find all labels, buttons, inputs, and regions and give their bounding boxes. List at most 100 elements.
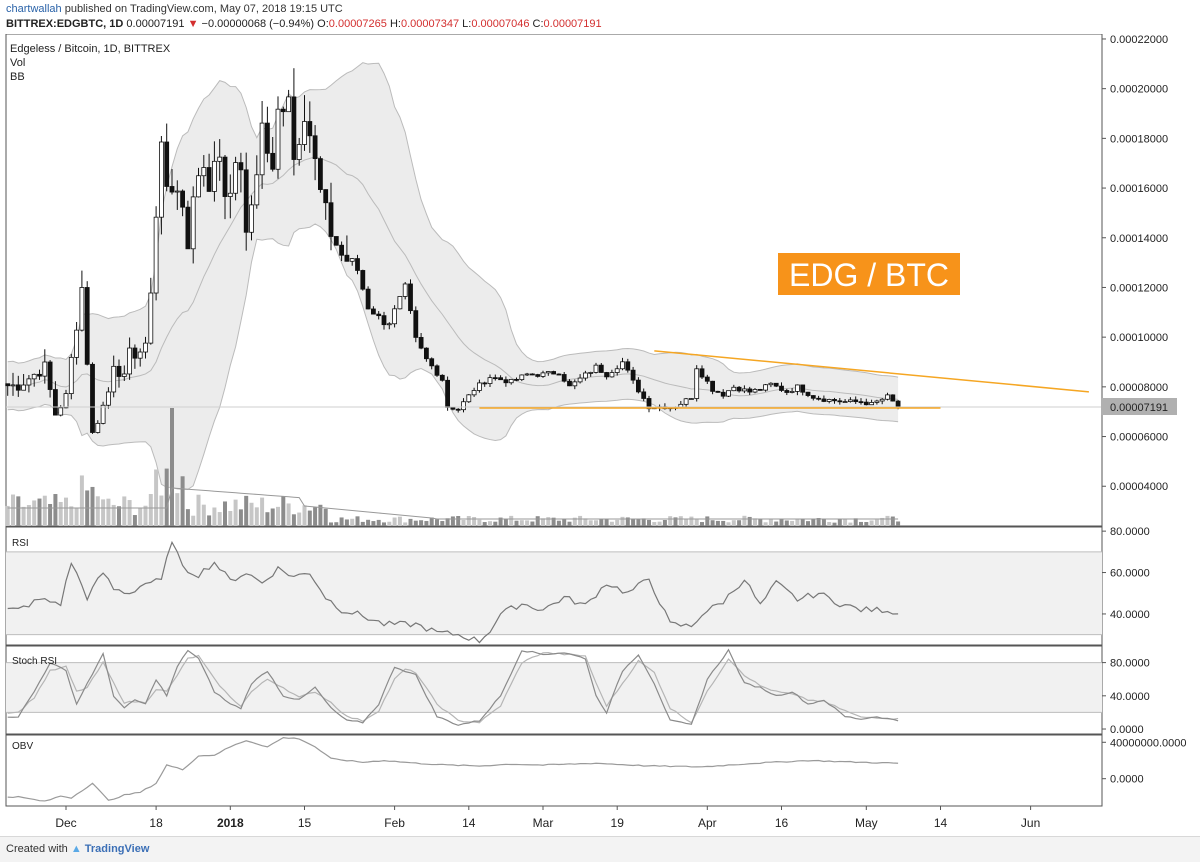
- volume-bar: [567, 521, 572, 526]
- time-tick-label[interactable]: 14: [934, 816, 948, 830]
- candle: [789, 388, 795, 394]
- y-tick-label[interactable]: 0.00006000: [1110, 432, 1168, 444]
- candle-body: [471, 390, 477, 396]
- candle: [222, 154, 228, 220]
- y-tick-label[interactable]: 0.00012000: [1110, 282, 1168, 294]
- y-tick-label[interactable]: 0.00016000: [1110, 183, 1168, 195]
- time-axis[interactable]: Dec 18 2018 15 Feb 14 Mar 19 Apr 16 May 14 Jun: [6, 805, 1102, 830]
- trendline-upper-resistance[interactable]: [654, 350, 1089, 393]
- volume-bar: [344, 519, 349, 526]
- y-tick-label[interactable]: 40.0000: [1110, 609, 1150, 621]
- volume-bar: [265, 512, 270, 526]
- candle: [174, 180, 180, 210]
- volume-bar: [238, 509, 243, 526]
- y-tick-label[interactable]: 40000000.0000: [1110, 737, 1186, 749]
- volume-bar: [562, 518, 567, 526]
- rsi-line: [7, 540, 899, 644]
- y-tick-label[interactable]: 80.0000: [1110, 526, 1150, 538]
- time-tick-label[interactable]: Feb: [384, 816, 405, 830]
- volume-bar: [32, 500, 37, 526]
- time-tick-label[interactable]: Jun: [1021, 816, 1040, 830]
- tradingview-brand[interactable]: TradingView: [84, 843, 150, 855]
- volume-bar: [117, 506, 121, 526]
- volume-bar: [668, 516, 673, 526]
- volume-bar: [403, 522, 408, 526]
- y-tick-label[interactable]: 0.00008000: [1110, 382, 1168, 394]
- candle: [832, 397, 837, 404]
- volume-bar: [461, 519, 466, 526]
- time-tick-label[interactable]: Mar: [533, 816, 554, 830]
- volume-bar: [673, 517, 678, 526]
- candle-body: [858, 401, 864, 404]
- volume-bar: [143, 505, 148, 526]
- y-tick-label[interactable]: 80.0000: [1110, 658, 1150, 670]
- y-tick-label[interactable]: 0.0000: [1110, 774, 1144, 786]
- candle-body: [164, 141, 170, 187]
- candle: [885, 392, 890, 401]
- candle: [810, 395, 816, 401]
- candle-body: [302, 121, 307, 145]
- volume-bar: [350, 518, 355, 526]
- time-tick-label[interactable]: 15: [298, 816, 312, 830]
- candle: [79, 270, 85, 332]
- time-tick-label[interactable]: 2018: [217, 816, 244, 830]
- candle: [254, 155, 260, 209]
- y-tick-label[interactable]: 0.00010000: [1110, 332, 1168, 344]
- y-tick-label[interactable]: 0.0000: [1110, 724, 1144, 736]
- time-tick-label[interactable]: 14: [462, 816, 476, 830]
- candle-body: [625, 361, 631, 371]
- author-link[interactable]: chartwallah: [6, 3, 62, 15]
- volume-bar: [806, 521, 810, 526]
- candle: [567, 379, 572, 387]
- candle: [370, 306, 376, 315]
- y-tick-label[interactable]: 0.00014000: [1110, 233, 1168, 245]
- volume-bar: [212, 507, 217, 526]
- y-tick-label[interactable]: 60.0000: [1110, 568, 1150, 580]
- candle-body: [243, 169, 249, 233]
- y-tick-label[interactable]: 0.00004000: [1110, 481, 1168, 493]
- volume-bar: [286, 503, 291, 526]
- candle-body: [333, 236, 339, 246]
- candle: [773, 382, 779, 388]
- volume-bar: [323, 508, 328, 526]
- volume-bar: [753, 518, 757, 526]
- y-tick-label[interactable]: 40.0000: [1110, 691, 1150, 703]
- candle-body: [201, 167, 207, 177]
- candle: [752, 388, 758, 394]
- volume-bar: [111, 504, 116, 526]
- candle: [482, 381, 488, 387]
- candle: [848, 397, 853, 403]
- time-tick-label[interactable]: Apr: [698, 816, 717, 830]
- candle: [439, 374, 445, 382]
- candle-body: [810, 395, 816, 399]
- volume-bar: [535, 516, 540, 526]
- volume-bar: [721, 520, 726, 526]
- volume-bar: [843, 519, 848, 526]
- candle-body: [153, 216, 159, 294]
- candle-body: [445, 379, 451, 408]
- candle-body: [683, 398, 689, 405]
- volume-bar: [821, 519, 826, 526]
- candle: [190, 186, 196, 264]
- created-with-label: Created with: [6, 843, 68, 855]
- volume-bar: [641, 518, 646, 526]
- time-tick-label[interactable]: Dec: [55, 816, 76, 830]
- candle-body: [614, 368, 620, 373]
- candle-body: [254, 174, 260, 206]
- y-tick-label[interactable]: 0.00022000: [1110, 34, 1168, 46]
- candle-body: [413, 310, 419, 338]
- volume-bar: [334, 522, 339, 526]
- time-tick-label[interactable]: 16: [775, 816, 789, 830]
- time-tick-label[interactable]: 18: [149, 816, 163, 830]
- volume-bar: [74, 507, 79, 526]
- candle: [423, 347, 429, 362]
- y-tick-label[interactable]: 0.00020000: [1110, 84, 1168, 96]
- candle: [127, 337, 132, 380]
- chart-canvas[interactable]: 0.00022000 0.00020000 0.00018000 0.00016000…: [0, 34, 1200, 836]
- y-tick-label[interactable]: 0.00018000: [1110, 133, 1168, 145]
- candle-body: [376, 313, 382, 317]
- time-tick-label[interactable]: 19: [611, 816, 625, 830]
- candle: [10, 372, 16, 396]
- candle: [641, 388, 647, 402]
- time-tick-label[interactable]: May: [855, 816, 878, 830]
